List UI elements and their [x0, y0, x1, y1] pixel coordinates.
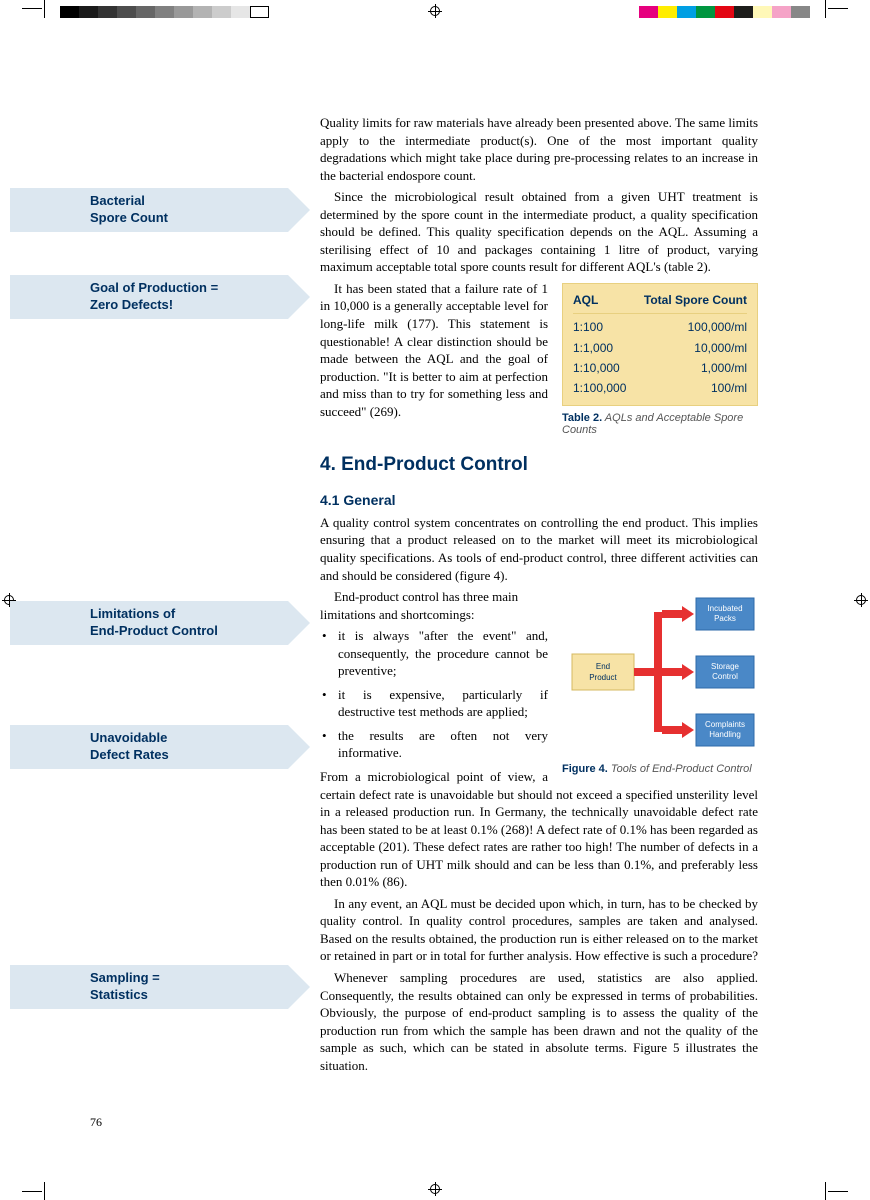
body-paragraph: Since the microbiological result obtaine…	[320, 188, 758, 276]
main-content: Quality limits for raw materials have al…	[320, 114, 758, 1078]
list-item: it is expensive, particularly if destruc…	[320, 686, 758, 721]
table-row: 1:1,00010,000/ml	[573, 338, 747, 358]
cmyk-colorbar	[639, 6, 810, 18]
svg-text:Packs: Packs	[714, 614, 736, 623]
margin-callout: BacterialSpore Count	[10, 188, 288, 232]
crop-mark	[22, 1191, 42, 1192]
margin-callout: UnavoidableDefect Rates	[10, 725, 288, 769]
grayscale-colorbar	[60, 6, 269, 18]
table-header: Total Spore Count	[635, 290, 747, 310]
body-paragraph: Quality limits for raw materials have al…	[320, 114, 758, 184]
table-caption: Table 2. AQLs and Acceptable Spore Count…	[562, 412, 758, 436]
crop-mark	[828, 1191, 848, 1192]
margin-callout: Limitations ofEnd-Product Control	[10, 601, 288, 645]
crop-mark	[44, 1182, 45, 1200]
list-item: the results are often not very informati…	[320, 727, 758, 762]
body-paragraph: A quality control system concentrates on…	[320, 514, 758, 584]
bullet-list: it is always "after the event" and, cons…	[320, 627, 758, 762]
crop-mark	[44, 0, 45, 18]
section-heading: 4. End-Product Control	[320, 454, 758, 476]
page-number: 76	[90, 1115, 102, 1130]
table-row: 1:100,000100/ml	[573, 378, 747, 398]
table-2: AQL Total Spore Count 1:100100,000/ml1:1…	[562, 283, 758, 436]
svg-text:Incubated: Incubated	[707, 604, 742, 613]
crop-mark	[825, 1182, 826, 1200]
registration-mark	[428, 1182, 442, 1196]
table-row: 1:100100,000/ml	[573, 317, 747, 337]
registration-mark	[428, 4, 442, 18]
crop-mark	[825, 0, 826, 18]
body-paragraph: Whenever sampling procedures are used, s…	[320, 969, 758, 1074]
body-paragraph: From a microbiological point of view, a …	[320, 768, 758, 891]
subsection-heading: 4.1 General	[320, 492, 758, 508]
registration-mark	[854, 593, 868, 607]
margin-callout: Sampling =Statistics	[10, 965, 288, 1009]
table-row: 1:10,0001,000/ml	[573, 358, 747, 378]
figure-caption: Figure 4. Tools of End-Product Control	[562, 763, 758, 775]
list-item: it is always "after the event" and, cons…	[320, 627, 758, 680]
margin-callout: Goal of Production =Zero Defects!	[10, 275, 288, 319]
table-header: AQL	[573, 290, 635, 310]
crop-mark	[828, 8, 848, 9]
body-paragraph: In any event, an AQL must be decided upo…	[320, 895, 758, 965]
crop-mark	[22, 8, 42, 9]
